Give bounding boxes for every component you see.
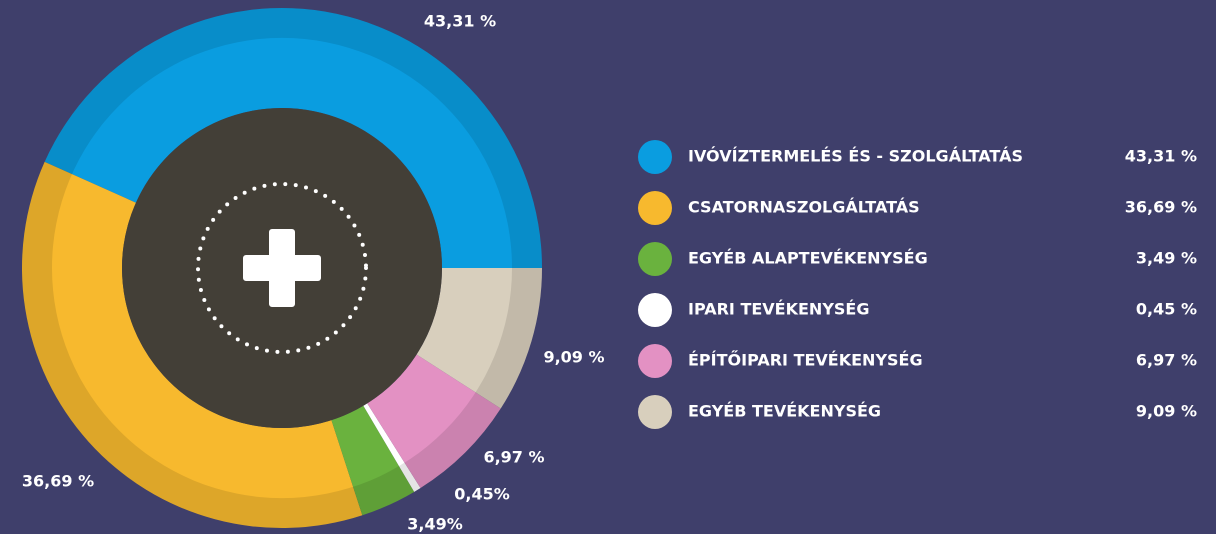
- donut: [21, 7, 542, 529]
- legend-swatch: [638, 140, 672, 174]
- value-label: 9,09 %: [543, 348, 604, 367]
- donut-slice: [331, 405, 415, 516]
- legend-label: EGYÉB ALAPTEVÉKENYSÉG: [688, 249, 928, 268]
- legend-value: 36,69 %: [1125, 198, 1197, 217]
- legend-label: EGYÉB TEVÉKENYSÉG: [688, 402, 881, 421]
- legend-value: 0,45 %: [1136, 300, 1197, 319]
- legend-label: ÉPÍTŐIPARI TEVÉKENYSÉG: [688, 350, 923, 370]
- legend-swatch: [638, 242, 672, 276]
- legend-swatch: [638, 191, 672, 225]
- legend-swatch: [638, 395, 672, 429]
- legend-label: IVÓVÍZTERMELÉS ÉS - SZOLGÁLTATÁS: [688, 147, 1023, 166]
- expand-button[interactable]: [243, 229, 321, 307]
- legend-value: 9,09 %: [1136, 402, 1197, 421]
- legend-swatch: [638, 344, 672, 378]
- legend-value: 43,31 %: [1125, 147, 1197, 166]
- donut-slice: [367, 354, 501, 489]
- value-label: 0,45%: [454, 485, 510, 504]
- legend-label: CSATORNASZOLGÁLTATÁS: [688, 198, 920, 217]
- donut-slice: [21, 161, 363, 529]
- dotted-ring: [196, 182, 368, 354]
- legend-value: 6,97 %: [1136, 351, 1197, 370]
- value-label: 36,69 %: [22, 472, 94, 491]
- legend-swatch: [638, 293, 672, 327]
- value-label: 6,97 %: [483, 448, 544, 467]
- donut-slice: [416, 268, 542, 409]
- value-label: 3,49%: [407, 515, 463, 534]
- donut-slice: [363, 403, 421, 492]
- donut-slice: [44, 7, 542, 269]
- legend-value: 3,49 %: [1136, 249, 1197, 268]
- legend-label: IPARI TEVÉKENYSÉG: [688, 300, 869, 319]
- value-label: 43,31 %: [424, 12, 496, 31]
